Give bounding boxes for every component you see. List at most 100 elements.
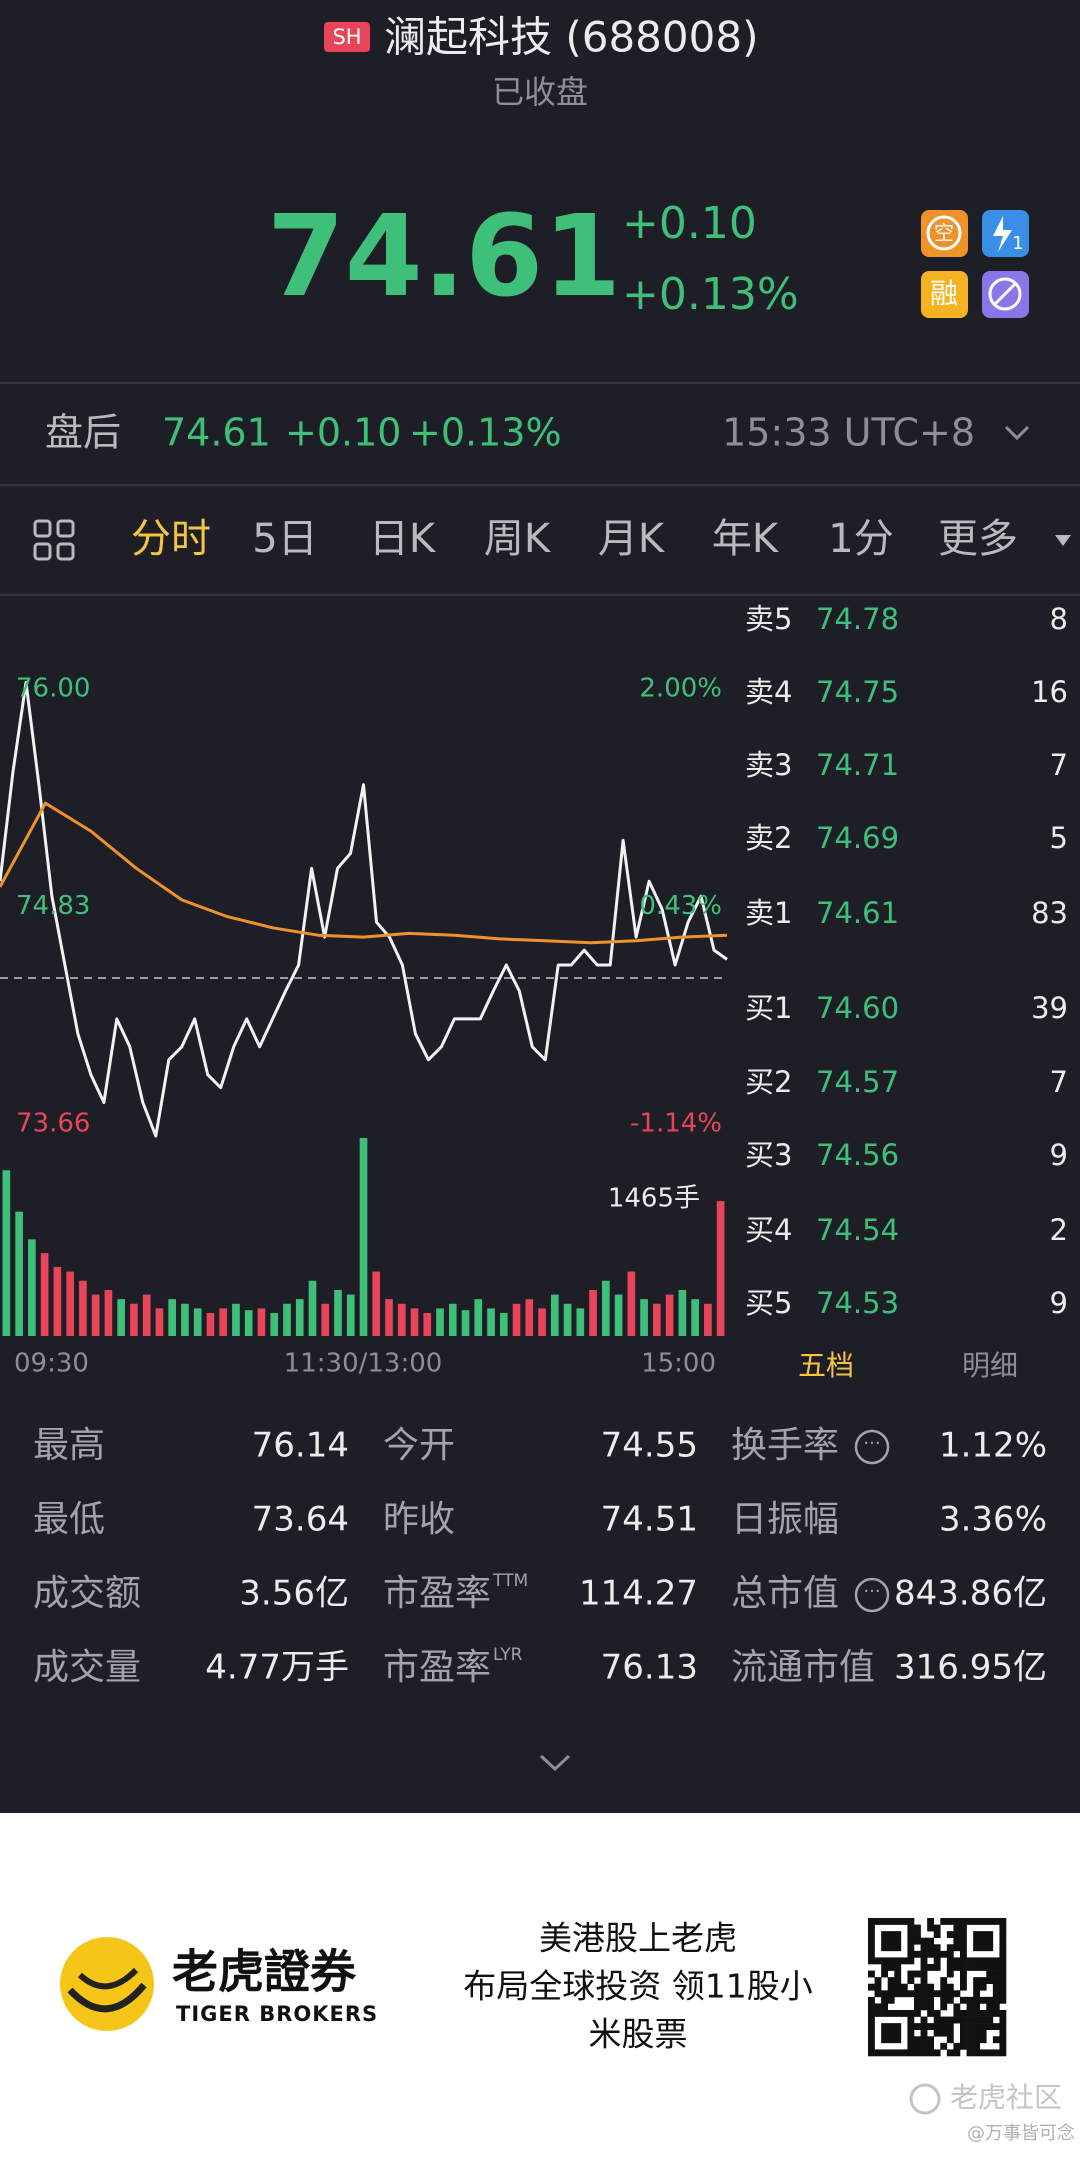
qr-module [979, 1964, 987, 1971]
info-icon[interactable] [854, 1577, 890, 1613]
book-tab[interactable]: 明细 [962, 1349, 1018, 1382]
qr-module [940, 1977, 948, 1985]
qr-module [894, 1918, 902, 1925]
stat-value: 74.51 [601, 1500, 698, 1540]
qr-module [920, 1977, 928, 1985]
tab[interactable]: 月K [598, 516, 666, 562]
qr-module [953, 1918, 961, 1925]
tab[interactable]: 日K [369, 516, 437, 562]
qr-module [887, 2029, 895, 2037]
qr-module [979, 2049, 987, 2057]
icon-square [56, 519, 75, 538]
dropdown-arrow[interactable] [1055, 535, 1071, 546]
volume-bar [602, 1280, 610, 1336]
qr-module [914, 1950, 921, 1958]
icon-square [56, 542, 75, 561]
tab[interactable]: 分时 [131, 516, 211, 562]
qr-module [933, 2023, 941, 2031]
qr-module [992, 1990, 1000, 1998]
qr-module [868, 1937, 875, 1945]
qr-module [999, 2049, 1007, 2057]
book-price: 74.78 [816, 602, 899, 636]
qr-module [933, 1964, 941, 1971]
qr-module [960, 1931, 967, 1939]
volume-bar [142, 1294, 151, 1336]
qr-module [960, 2042, 967, 2050]
expand-chevron[interactable] [539, 1754, 571, 1772]
icon-bg[interactable] [921, 271, 968, 318]
tab[interactable]: 5日 [252, 516, 317, 562]
qr-module [868, 1950, 875, 1958]
qr-module [933, 1931, 941, 1939]
layout-icon[interactable] [33, 519, 75, 561]
qr-module [960, 1964, 967, 1971]
volume-bar [653, 1303, 661, 1336]
qr-module [992, 1964, 1000, 1971]
volume-bar [244, 1310, 253, 1336]
chevron-down[interactable] [1004, 425, 1030, 441]
qr-module [986, 2049, 994, 2057]
qr-module [868, 1970, 875, 1978]
qr-module [933, 2049, 941, 2057]
qr-module [920, 1970, 928, 1978]
x-tick-label: 15:00 [641, 1349, 716, 1379]
qr-module [979, 2016, 987, 2024]
qr-module [973, 2023, 981, 2031]
qr-module [973, 1918, 981, 1925]
volume-bar [397, 1303, 406, 1336]
qr-module [940, 2016, 948, 2024]
y-tick-label: 73.66 [16, 1109, 90, 1139]
qr-code [868, 1918, 1007, 2057]
book-side: 买4 [745, 1213, 792, 1247]
volume-bar [334, 1289, 342, 1336]
average-line [0, 801, 728, 945]
book-qty: 5 [1050, 821, 1068, 855]
book-tab[interactable]: 五档 [798, 1349, 854, 1382]
qr-module [900, 1918, 908, 1925]
qr-module [900, 2010, 908, 2017]
after-hours-label: 盘后 [45, 411, 121, 455]
book-price: 74.56 [816, 1138, 899, 1172]
qr-module [868, 2010, 875, 2017]
qr-module [868, 2049, 875, 2057]
tab[interactable]: 更多 [938, 516, 1018, 562]
qr-module [953, 1937, 961, 1945]
tab[interactable]: 1分 [828, 516, 893, 562]
volume-bar [589, 1289, 597, 1336]
stat-value: 76.14 [252, 1426, 349, 1466]
qr-module [960, 1924, 967, 1932]
tab[interactable]: 周K [484, 516, 552, 562]
qr-module [953, 2042, 961, 2050]
qr-module [999, 2016, 1007, 2024]
qr-module [999, 1944, 1007, 1952]
qr-module [999, 2010, 1007, 2017]
book-side: 买1 [745, 991, 792, 1025]
volume-bar [206, 1312, 215, 1336]
watermark: 老虎社区 [950, 2081, 1062, 2114]
qr-module [946, 2049, 954, 2057]
volume-bar [79, 1280, 87, 1336]
qr-module [914, 2036, 921, 2044]
qr-module [927, 2010, 935, 2017]
book-qty: 16 [1031, 675, 1068, 709]
qr-module [973, 2010, 981, 2017]
tab[interactable]: 年K [712, 516, 780, 562]
qr-module [868, 2016, 875, 2024]
qr-module [960, 2023, 967, 2031]
volume-bar [40, 1253, 49, 1336]
after-hours-time[interactable]: 15:33 UTC+8 [722, 411, 975, 455]
qr-module [960, 1970, 967, 1978]
qr-module [894, 1931, 902, 1939]
info-icon[interactable] [854, 1429, 890, 1465]
qr-module [986, 1944, 994, 1952]
volume-bar [640, 1299, 648, 1336]
qr-module [868, 1924, 875, 1932]
qr-module [946, 1996, 954, 2004]
info-dots: ··· [863, 1433, 880, 1454]
y2-tick-label: -1.14% [630, 1109, 722, 1139]
qr-module [973, 2049, 981, 2057]
icon-slash [993, 282, 1017, 306]
qr-module [986, 1977, 994, 1985]
qr-module [973, 2029, 981, 2037]
qr-module [914, 1970, 921, 1978]
